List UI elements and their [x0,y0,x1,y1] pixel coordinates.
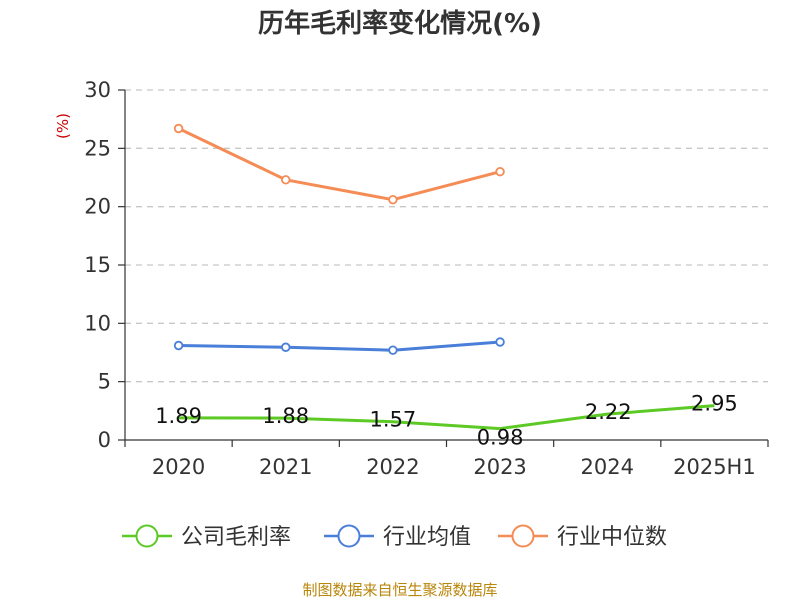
series-line-0 [178,404,715,431]
data-label: 2.95 [691,392,738,416]
grid-lines [125,89,768,383]
data-label: 0.98 [477,426,524,450]
data-point-1 [281,342,291,352]
y-tick-label: 15 [84,253,111,277]
y-tick-label: 5 [98,370,111,394]
x-tick-label: 2025H1 [673,455,756,479]
chart-title: 历年毛利率变化情况(%) [258,8,542,39]
source-note: 制图数据来自恒生聚源数据库 [302,581,497,599]
data-point-2 [388,194,398,205]
data-label: 1.57 [370,408,417,432]
series-line-2 [177,127,501,202]
data-point-1 [173,340,184,351]
legend: 公司毛利率 行业均值 行业中位数 [122,524,667,550]
x-tick-label: 2022 [366,455,419,479]
legend-label-2: 行业中位数 [557,525,667,550]
data-label: 2.22 [585,400,632,424]
y-tick-label: 0 [98,428,111,452]
y-axis-label: (%) [54,113,72,139]
x-tick-label: 2020 [152,455,205,479]
series-layer: 1.89 1.88 1.57 0.98 2.22 2.95 [155,123,738,450]
data-point-1 [388,345,398,355]
series-line-1 [178,340,501,352]
data-label: 1.89 [155,404,202,428]
y-tick-label: 20 [84,195,111,219]
data-label: 1.88 [262,404,309,428]
y-tick-label: 30 [84,78,111,102]
data-point-1 [495,337,505,347]
axes: 0 5 10 15 20 25 30 2020 2021 2022 2023 2024 2025H1 [84,78,769,479]
x-tick-label: 2023 [473,455,526,479]
legend-label-0: 公司毛利率 [181,525,291,550]
x-tick-label: 2024 [581,455,634,479]
legend-marker-2 [511,524,535,548]
x-tick-label: 2021 [259,455,312,479]
data-point-2 [495,166,505,177]
data-point-2 [281,175,291,185]
y-tick-label: 10 [84,311,111,335]
legend-marker-0 [135,524,159,548]
y-tick-label: 25 [84,136,111,160]
legend-label-1: 行业均值 [383,525,471,550]
legend-marker-1 [337,524,361,548]
data-point-2 [173,123,184,134]
